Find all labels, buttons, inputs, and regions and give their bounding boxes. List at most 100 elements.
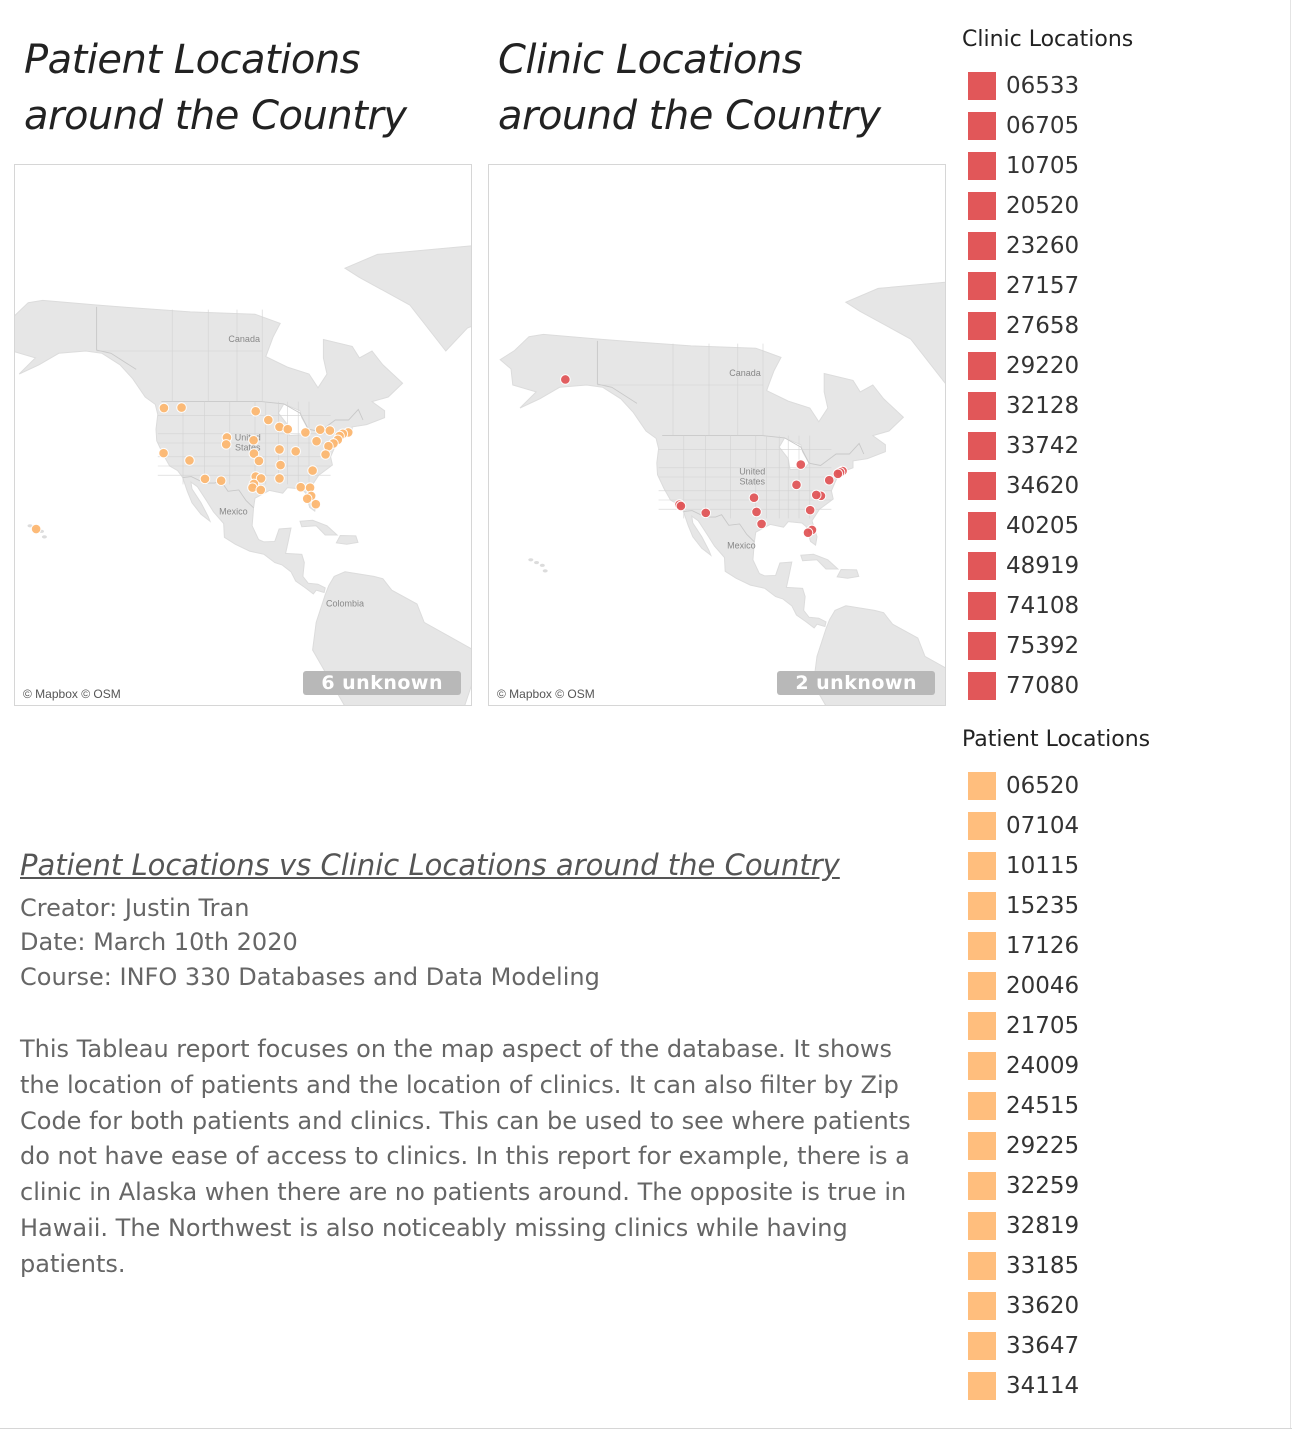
hispaniola-island [335,534,359,545]
location-marker[interactable] [560,374,571,385]
location-marker[interactable] [30,523,42,535]
location-marker[interactable] [255,473,267,484]
legend-item[interactable]: 34114 [968,1366,1282,1406]
location-marker[interactable] [832,468,844,480]
legend-swatch [968,1012,996,1040]
location-marker[interactable] [275,459,286,471]
legend-item[interactable]: 32819 [968,1206,1282,1246]
legend-item[interactable]: 27658 [968,306,1282,346]
legend-item[interactable]: 17126 [968,926,1282,966]
legend-item[interactable]: 24515 [968,1086,1282,1126]
location-marker[interactable] [176,402,187,413]
location-marker[interactable] [756,518,767,530]
location-marker[interactable] [324,425,336,436]
location-marker[interactable] [320,449,331,460]
location-marker[interactable] [274,444,285,455]
legend-item[interactable]: 20520 [968,186,1282,226]
location-marker[interactable] [795,459,807,470]
location-marker[interactable] [314,424,326,435]
legend-item[interactable]: 74108 [968,586,1282,626]
legend-item[interactable]: 32128 [968,386,1282,426]
legend-item[interactable]: 33647 [968,1326,1282,1366]
legend-item[interactable]: 27157 [968,266,1282,306]
patient-locations-map[interactable]: Canada United States Mexico Colombia © Mapbo… [14,164,472,706]
legend-swatch [968,152,996,180]
legend-item[interactable]: 34620 [968,466,1282,506]
legend-swatch [968,432,996,460]
legend-zip-code: 24515 [1006,1093,1080,1119]
location-marker[interactable] [220,439,232,450]
legend-item[interactable]: 20046 [968,966,1282,1006]
location-marker[interactable] [802,527,814,538]
location-marker[interactable] [184,455,195,466]
legend-zip-code: 33647 [1006,1333,1080,1359]
patient-map-canvas[interactable]: Canada United States Mexico Colombia [15,165,471,705]
location-marker[interactable] [301,493,313,504]
location-marker[interactable] [791,479,802,491]
legend-swatch [968,1052,996,1080]
legend-zip-code: 40205 [1006,513,1080,539]
legend-item[interactable]: 06533 [968,66,1282,106]
location-marker[interactable] [255,484,267,496]
location-marker[interactable] [310,498,322,510]
location-marker[interactable] [823,474,835,486]
legend-item[interactable]: 06520 [968,766,1282,806]
legend-zip-code: 32819 [1006,1213,1080,1239]
location-marker[interactable] [215,475,227,487]
legend-zip-code: 17126 [1006,933,1080,959]
location-marker[interactable] [751,506,762,518]
legend-zip-code: 06520 [1006,773,1080,799]
legend-item[interactable]: 23260 [968,226,1282,266]
legend-item[interactable]: 33185 [968,1246,1282,1286]
location-marker[interactable] [158,447,169,459]
location-marker[interactable] [253,455,265,467]
location-marker[interactable] [290,445,301,457]
map-attribution: © Mapbox © OSM [23,687,121,701]
clinic-map-canvas[interactable]: Canada United States Mexico [489,165,945,705]
location-marker[interactable] [810,489,822,501]
legend-item[interactable]: 21705 [968,1006,1282,1046]
legend-item[interactable]: 06705 [968,106,1282,146]
location-marker[interactable] [282,423,294,435]
location-marker[interactable] [700,507,712,519]
unknown-count-badge[interactable]: 6 unknown [303,671,461,695]
unknown-count-badge[interactable]: 2 unknown [777,671,935,695]
legend-zip-code: 27157 [1006,273,1080,299]
legend-item[interactable]: 77080 [968,666,1282,706]
legend-zip-code: 77080 [1006,673,1080,699]
legend-item[interactable]: 75392 [968,626,1282,666]
legend-swatch [968,972,996,1000]
clinic-locations-map[interactable]: Canada United States Mexico © Mapbox © OSM … [488,164,946,706]
location-marker[interactable] [248,434,259,446]
legend-item[interactable]: 15235 [968,886,1282,926]
legend-zip-code: 29225 [1006,1133,1080,1159]
country-label: United States [235,433,261,453]
location-marker[interactable] [748,492,760,504]
legend-item[interactable]: 32259 [968,1166,1282,1206]
location-marker[interactable] [248,448,260,459]
legend-item[interactable]: 10115 [968,846,1282,886]
page-divider [0,1428,1292,1429]
legend-item[interactable]: 29220 [968,346,1282,386]
legend-item[interactable]: 24009 [968,1046,1282,1086]
location-marker[interactable] [274,473,285,484]
location-marker[interactable] [307,465,318,476]
legend-item[interactable]: 48919 [968,546,1282,586]
legend-item[interactable]: 10705 [968,146,1282,186]
location-marker[interactable] [804,504,816,516]
legend-item[interactable]: 29225 [968,1126,1282,1166]
location-marker[interactable] [199,473,211,485]
location-marker[interactable] [250,405,262,417]
location-marker[interactable] [675,500,687,512]
location-marker[interactable] [300,427,311,438]
legend-item[interactable]: 40205 [968,506,1282,546]
location-marker[interactable] [158,402,170,414]
location-marker[interactable] [263,414,274,426]
legend-item[interactable]: 07104 [968,806,1282,846]
cuba-island [800,553,840,570]
legend-item[interactable]: 33620 [968,1286,1282,1326]
hispaniola-island [836,568,860,579]
legend-item[interactable]: 33742 [968,426,1282,466]
location-marker[interactable] [311,435,322,447]
location-marker[interactable] [295,481,307,493]
